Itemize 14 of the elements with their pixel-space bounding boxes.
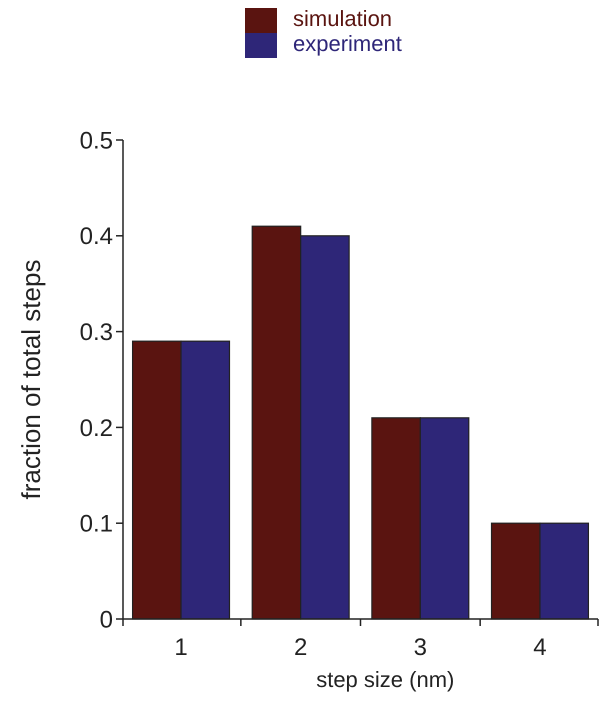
y-tick-label: 0.1 [80,510,113,538]
y-tick-label: 0 [100,606,113,634]
legend-label: simulation [293,6,392,31]
y-tick-label: 0.5 [80,127,113,154]
y-tick-label: 0.3 [80,319,113,346]
y-axis-title: fraction of total steps [16,260,46,500]
y-tick-label: 0.4 [80,223,113,250]
x-tick-label: 1 [174,634,188,661]
x-axis-title: step size (nm) [316,667,454,692]
y-tick-label: 0.2 [80,414,113,442]
x-tick-label: 2 [294,634,308,661]
x-tick-label: 4 [533,634,547,661]
x-tick-label: 3 [414,634,428,661]
legend-label: experiment [293,31,402,56]
